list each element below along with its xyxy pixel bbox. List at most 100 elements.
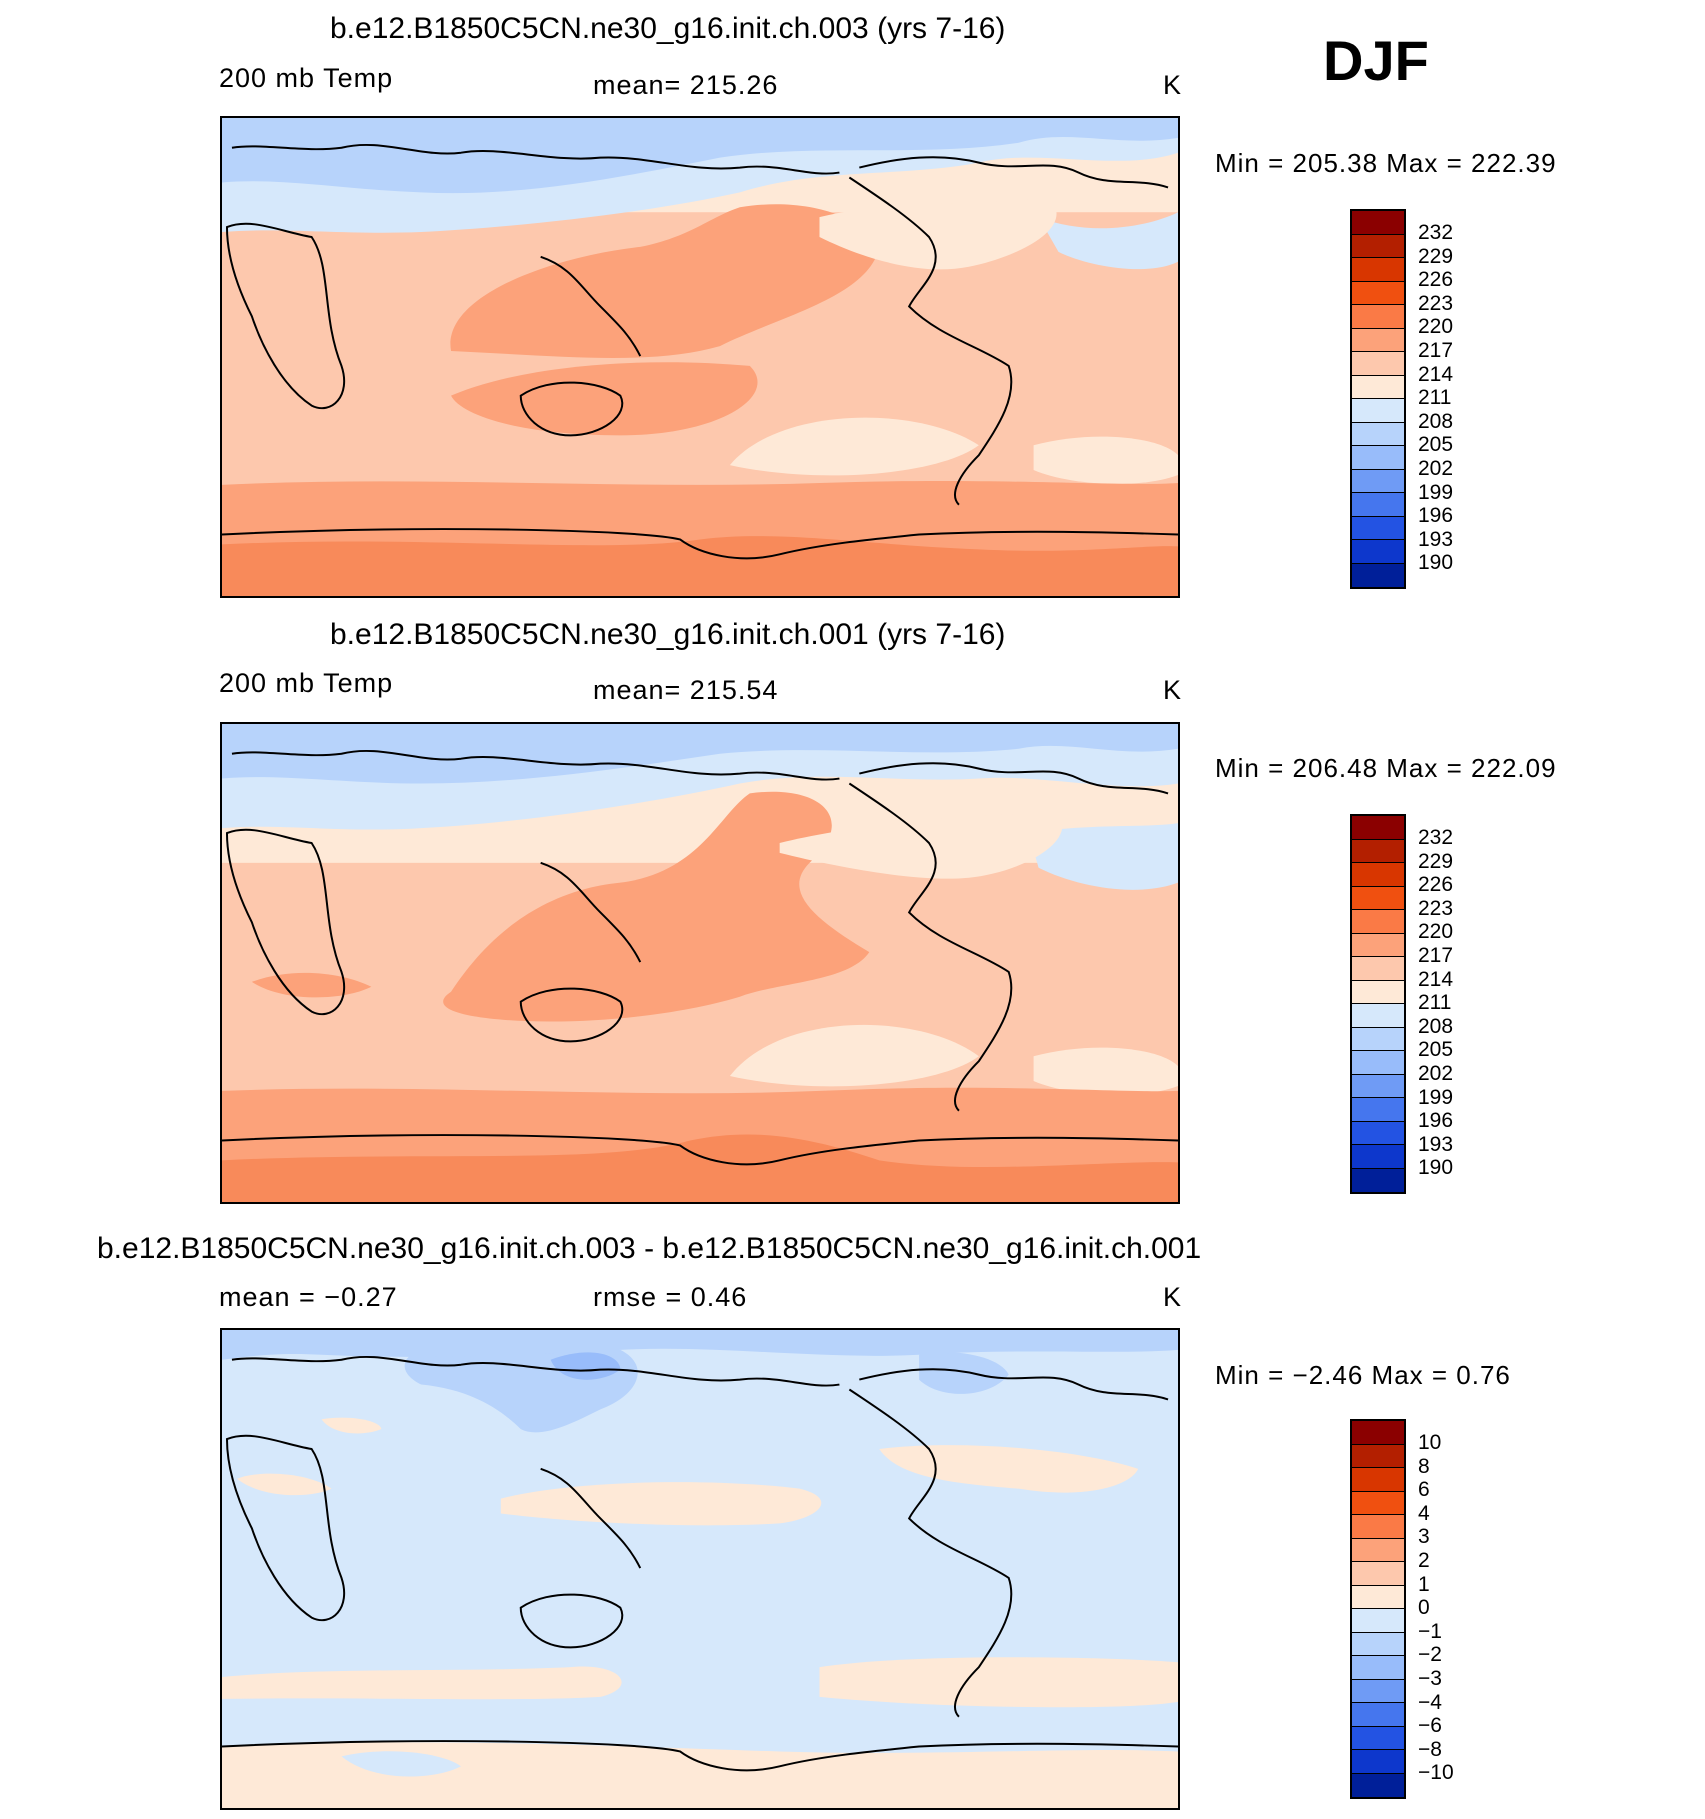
panel1-mean: mean= 215.26 [593,70,779,100]
colorbar-swatch [1352,933,1404,957]
colorbar-swatch [1352,1538,1404,1562]
colorbar-swatch [1352,1444,1404,1468]
colorbar-swatch [1352,281,1404,305]
colorbar-label: 193 [1418,1132,1454,1156]
colorbar-label: 2 [1418,1548,1430,1572]
colorbar-label: 211 [1418,386,1452,410]
colorbar-label: 190 [1418,551,1454,575]
colorbar-label: 196 [1418,504,1454,528]
colorbar-label: 3 [1418,1525,1430,1549]
colorbar-swatch [1352,1726,1404,1750]
panel2-map [220,722,1180,1204]
colorbar-swatch [1352,1750,1404,1774]
colorbar-swatch [1352,1585,1404,1609]
colorbar-label: 202 [1418,456,1454,480]
colorbar-swatch [1352,1468,1404,1492]
colorbar-swatch [1352,1773,1404,1797]
colorbar-swatch [1352,1679,1404,1703]
colorbar-swatch [1352,1703,1404,1727]
colorbar-swatch [1352,422,1404,446]
colorbar-swatch [1352,1632,1404,1656]
colorbar-swatch [1352,352,1404,376]
panel3-title: b.e12.B1850C5CN.ne30_g16.init.ch.003 - b… [97,1232,1202,1265]
colorbar-swatch [1352,980,1404,1004]
panel3-colorbar [1350,1419,1406,1799]
colorbar-label: 226 [1418,268,1454,292]
colorbar-label: 10 [1418,1431,1442,1454]
colorbar-label: 6 [1418,1478,1430,1502]
panel2-minmax: Min = 206.48 Max = 222.09 [1215,753,1557,783]
colorbar-swatch [1352,540,1404,564]
panel2-colorbar-labels: 232 229 226 223 220 217 214 211 208 205 … [1418,826,1453,1180]
colorbar-swatch [1352,563,1404,587]
panel2-title: b.e12.B1850C5CN.ne30_g16.init.ch.001 (yr… [330,618,1006,651]
colorbar-label: 217 [1418,943,1454,967]
colorbar-label: 205 [1418,1038,1454,1062]
colorbar-swatch [1352,910,1404,934]
colorbar-label: 208 [1418,1014,1454,1038]
panel2-units: K [1163,675,1183,705]
colorbar-label: 199 [1418,1085,1454,1109]
colorbar-label: 193 [1418,527,1454,551]
colorbar-swatch [1352,1656,1404,1680]
colorbar-label: 4 [1418,1501,1430,1525]
colorbar-label: 232 [1418,826,1454,849]
colorbar-swatch [1352,1004,1404,1028]
panel3-map-field [222,1330,1178,1808]
colorbar-label: −3 [1418,1666,1442,1690]
panel2-colorbar [1350,814,1406,1194]
colorbar-swatch [1352,1145,1404,1169]
colorbar-swatch [1352,1562,1404,1586]
colorbar-swatch [1352,1121,1404,1145]
colorbar-label: 205 [1418,433,1454,457]
colorbar-swatch [1352,328,1404,352]
colorbar-label: 8 [1418,1454,1430,1478]
colorbar-label: 226 [1418,873,1454,897]
colorbar-swatch [1352,305,1404,329]
colorbar-label: 214 [1418,362,1454,386]
colorbar-swatch [1352,1098,1404,1122]
colorbar-label: 229 [1418,849,1454,873]
panel1-map [220,116,1180,598]
colorbar-swatch [1352,816,1404,840]
colorbar-label: −8 [1418,1737,1442,1761]
colorbar-swatch [1352,863,1404,887]
colorbar-swatch [1352,886,1404,910]
colorbar-label: −10 [1418,1761,1454,1785]
colorbar-label: 208 [1418,409,1454,433]
panel1-units: K [1163,70,1183,100]
panel3-units: K [1163,1282,1183,1312]
season-label: DJF [1323,29,1429,92]
panel2-variable: 200 mb Temp [219,668,394,698]
panel3-minmax: Min = −2.46 Max = 0.76 [1215,1360,1511,1390]
colorbar-label: −2 [1418,1643,1442,1667]
colorbar-swatch [1352,1421,1404,1445]
panel3-rmse: rmse = 0.46 [593,1282,748,1312]
colorbar-swatch [1352,375,1404,399]
colorbar-label: 190 [1418,1156,1454,1180]
colorbar-label: 223 [1418,291,1454,315]
colorbar-label: −1 [1418,1619,1442,1643]
panel1-colorbar [1350,209,1406,589]
colorbar-swatch [1352,446,1404,470]
panel3-colorbar-labels: 10 8 6 4 3 2 1 0 −1 −2 −3 −4 −6 −8 −10 [1418,1431,1454,1785]
colorbar-swatch [1352,234,1404,258]
colorbar-label: 223 [1418,896,1454,920]
colorbar-swatch [1352,516,1404,540]
colorbar-label: 232 [1418,221,1454,244]
panel1-title: b.e12.B1850C5CN.ne30_g16.init.ch.003 (yr… [330,12,1006,45]
colorbar-swatch [1352,1491,1404,1515]
colorbar-label: −4 [1418,1690,1442,1714]
colorbar-label: 202 [1418,1061,1454,1085]
colorbar-swatch [1352,1609,1404,1633]
colorbar-swatch [1352,493,1404,517]
panel1-map-field [222,118,1178,596]
colorbar-label: 229 [1418,244,1454,268]
panel1-colorbar-labels: 232 229 226 223 220 217 214 211 208 205 … [1418,221,1453,575]
panel2-map-field [222,724,1178,1202]
colorbar-swatch [1352,839,1404,863]
panel1-minmax: Min = 205.38 Max = 222.39 [1215,148,1557,178]
colorbar-swatch [1352,1168,1404,1192]
panel3-map [220,1328,1180,1810]
colorbar-swatch [1352,469,1404,493]
